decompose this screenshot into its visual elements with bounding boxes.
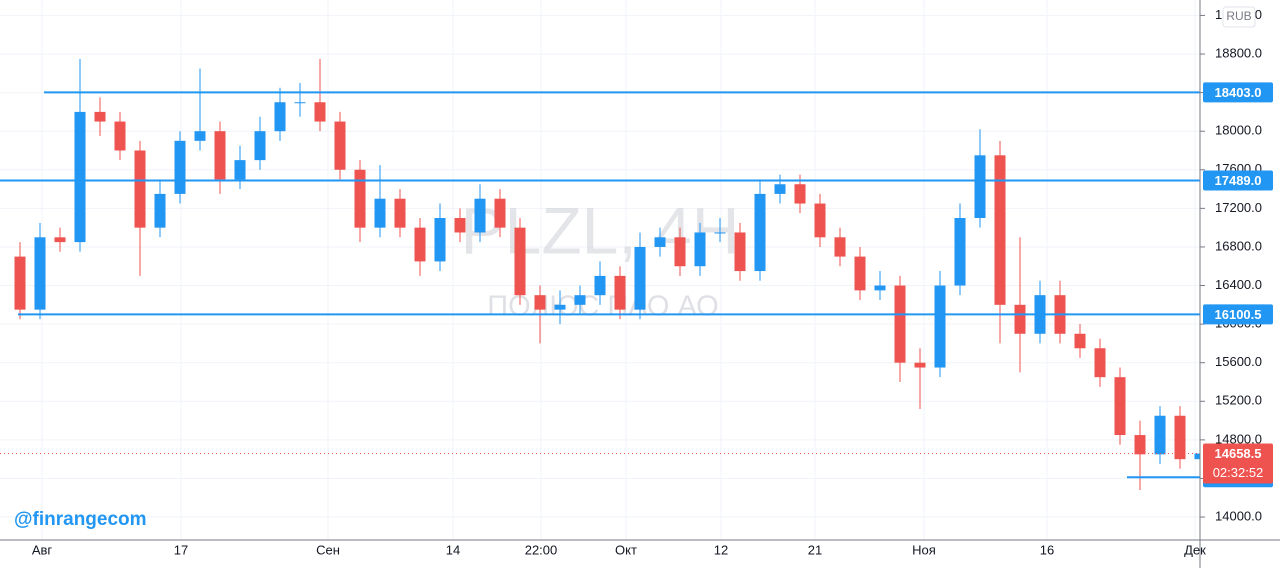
level-label-box: [1203, 82, 1273, 103]
level-label: 16100.5: [1215, 307, 1262, 322]
candle-body: [294, 102, 306, 104]
candle-body: [1174, 415, 1186, 460]
candle-body: [94, 111, 106, 122]
candle-body: [374, 198, 386, 228]
x-tick-label: Ноя: [912, 542, 936, 557]
level-label: 18403.0: [1215, 85, 1262, 100]
candle-body: [854, 256, 866, 291]
candle-body: [234, 160, 246, 180]
candle-body: [414, 227, 426, 262]
candle-body: [554, 304, 566, 310]
candle-body: [1014, 304, 1026, 334]
candle-body: [634, 246, 646, 310]
candle-body: [54, 237, 66, 243]
candle-body: [694, 232, 706, 267]
x-tick-label: Окт: [615, 542, 637, 557]
y-tick-label: 17200.0: [1215, 200, 1262, 215]
x-tick-label: Авг: [32, 542, 53, 557]
x-tick-label: 17: [174, 542, 188, 557]
level-label-box: [1203, 170, 1273, 191]
candle-body: [1134, 435, 1146, 455]
candle-body: [474, 198, 486, 233]
y-tick-label: 14000.0: [1215, 508, 1262, 523]
candle-body: [314, 102, 326, 122]
candle-body: [994, 155, 1006, 305]
currency-label: RUB: [1226, 9, 1251, 23]
candle-body: [594, 275, 606, 296]
candle-body: [814, 203, 826, 238]
candle-body: [74, 111, 86, 243]
countdown: 02:32:52: [1213, 465, 1264, 480]
candle-body: [1114, 377, 1126, 436]
candle-body: [874, 285, 886, 291]
currency-box: [1222, 6, 1256, 28]
y-tick-label: 18000.0: [1215, 123, 1262, 138]
candle-body: [494, 198, 506, 228]
candle-body: [614, 275, 626, 310]
candle-body: [754, 193, 766, 272]
candle-body: [1154, 415, 1166, 455]
candle-body: [934, 285, 946, 368]
candle-body: [654, 237, 666, 247]
candle-body: [434, 218, 446, 262]
candle-body: [734, 232, 746, 272]
candle-body: [894, 285, 906, 363]
candle-body: [534, 295, 546, 310]
candle-body: [834, 237, 846, 257]
candle-body: [114, 121, 126, 151]
candle-body: [514, 227, 526, 296]
candle-body: [274, 102, 286, 132]
y-tick-label: 16800.0: [1215, 238, 1262, 253]
last-price-label: 14658.5: [1215, 446, 1262, 461]
y-tick-label: 18800.0: [1215, 45, 1262, 60]
x-tick-label: Сен: [316, 542, 340, 557]
candle-body: [1074, 333, 1086, 349]
candle-body: [14, 256, 26, 310]
candle-body: [574, 295, 586, 305]
candle-body: [354, 169, 366, 228]
level-label-box: [1203, 304, 1273, 325]
candle-body: [974, 155, 986, 219]
y-tick-label: 15600.0: [1215, 354, 1262, 369]
candle-body: [454, 218, 466, 233]
candle-body: [174, 140, 186, 194]
candle-body: [774, 184, 786, 194]
x-tick-label: Дек: [1184, 542, 1206, 557]
candle-body: [154, 193, 166, 228]
level-label: 17489.0: [1215, 173, 1262, 188]
overlay: 14000.014400.014800.015200.015600.016000…: [0, 6, 1273, 557]
author-watermark: @finrangecom: [14, 509, 147, 530]
y-tick-label: 15200.0: [1215, 393, 1262, 408]
watermark-subtitle: ПОЛЮС ПАО АО: [487, 291, 719, 323]
candle-body: [1094, 348, 1106, 378]
candle-body: [134, 150, 146, 228]
candle-body: [194, 131, 206, 141]
candle-body: [394, 198, 406, 228]
x-tick-label: 21: [808, 542, 822, 557]
candle-body: [334, 121, 346, 170]
candle-body: [34, 237, 46, 310]
x-tick-label: 12: [714, 542, 728, 557]
candle-body: [214, 131, 226, 180]
candle-body: [914, 362, 926, 368]
x-tick-label: 22:00: [525, 542, 558, 557]
candle-body: [794, 184, 806, 204]
candle-body: [714, 232, 726, 234]
candles: [14, 58, 1200, 491]
y-tick-label: 16400.0: [1215, 277, 1262, 292]
candle-body: [674, 237, 686, 267]
candle-body: [1194, 453, 1200, 460]
watermark-title: PLZL, 4H: [461, 193, 740, 267]
last-price-box: [1203, 443, 1273, 484]
x-tick-label: 16: [1040, 542, 1054, 557]
x-tick-label: 14: [446, 542, 460, 557]
y-tick-label: 14800.0: [1215, 431, 1262, 446]
candle-body: [954, 218, 966, 286]
candle-body: [254, 131, 266, 161]
